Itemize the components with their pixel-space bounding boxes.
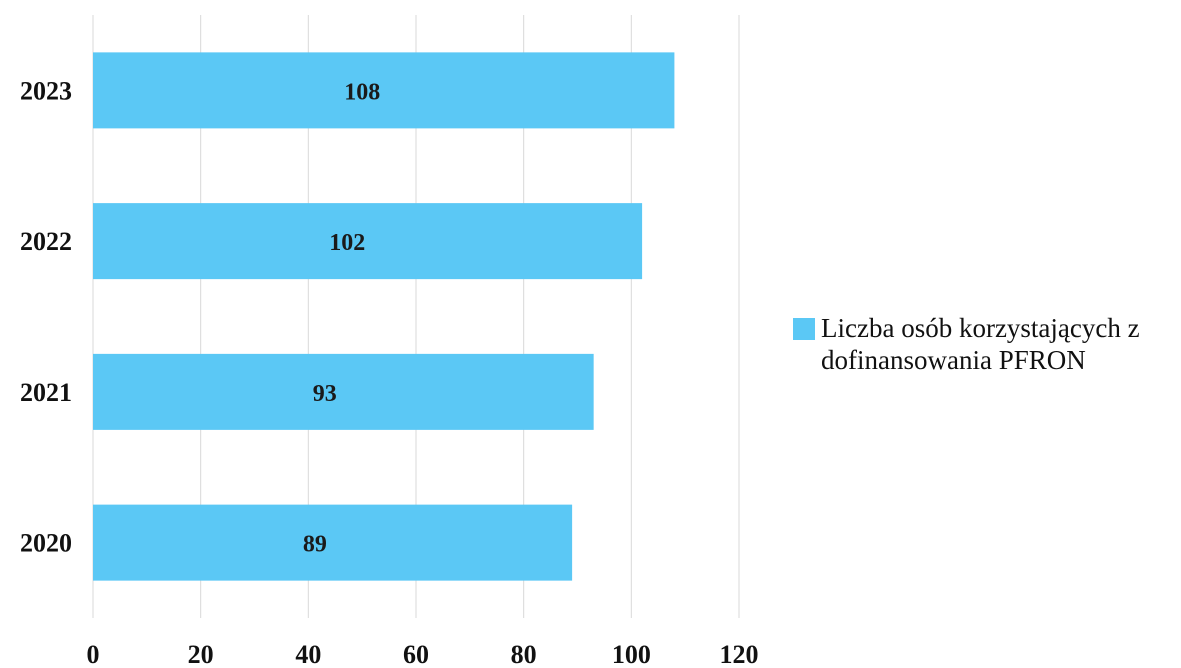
- bar-value-label: 93: [313, 381, 337, 407]
- bar-value-label: 108: [344, 79, 380, 105]
- y-tick-label: 2022: [20, 227, 72, 256]
- bar-value-label: 89: [303, 532, 327, 558]
- bar-2021: [93, 353, 594, 430]
- y-tick-label: 2020: [20, 529, 72, 558]
- y-tick-label: 2023: [20, 76, 72, 105]
- x-tick-label: 60: [403, 640, 429, 668]
- x-tick-label: 20: [188, 640, 214, 668]
- bar-2022: [93, 203, 643, 280]
- legend: Liczba osób korzystających z dofinansowa…: [793, 312, 1181, 376]
- legend-swatch: [793, 318, 815, 340]
- bars: 108 102 93 89: [93, 52, 675, 581]
- x-tick-label: 120: [720, 640, 759, 668]
- x-tick-label: 80: [511, 640, 537, 668]
- x-tick-label: 100: [612, 640, 651, 668]
- x-tick-labels: 0 20 40 60 80 100 120: [87, 640, 759, 668]
- y-tick-labels: 2023 2022 2021 2020: [20, 76, 72, 557]
- bar-2020: [93, 504, 573, 581]
- legend-label: Liczba osób korzystających z dofinansowa…: [821, 313, 1140, 375]
- x-tick-label: 40: [295, 640, 321, 668]
- bar-2023: [93, 52, 675, 129]
- bar-value-label: 102: [329, 230, 365, 256]
- y-tick-label: 2021: [20, 378, 72, 407]
- x-tick-label: 0: [87, 640, 100, 668]
